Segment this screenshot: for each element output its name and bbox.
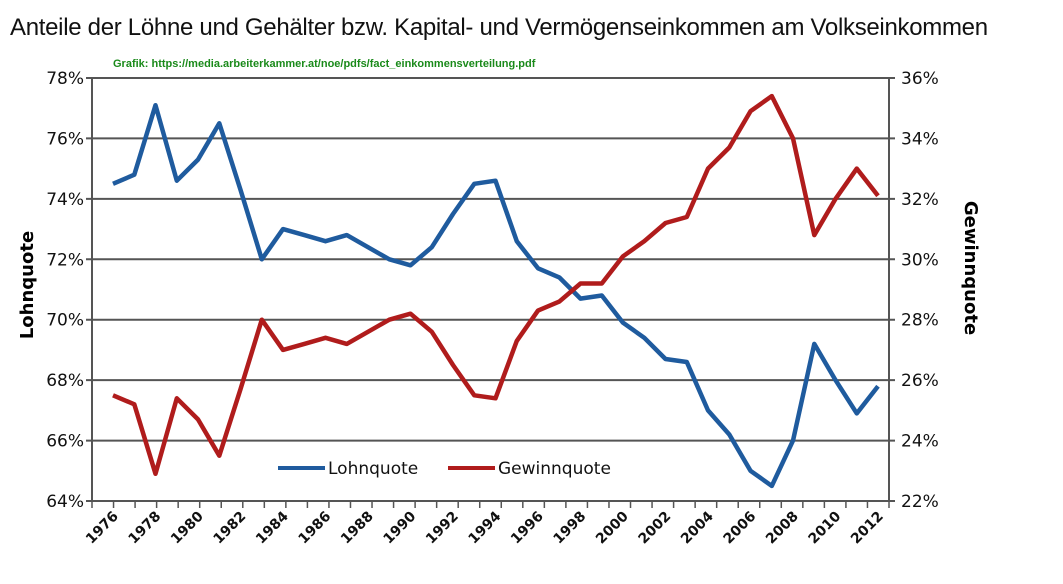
x-tick-label: 1996 xyxy=(508,509,547,548)
x-tick-label: 2008 xyxy=(763,509,802,548)
x-tick-label: 1998 xyxy=(550,509,589,548)
y-tick-right: 24% xyxy=(901,432,939,452)
y-tick-right: 30% xyxy=(901,250,939,270)
x-tick-label: 2002 xyxy=(635,509,674,548)
y-tick-left: 70% xyxy=(46,311,84,331)
x-tick-label: 1990 xyxy=(380,508,419,547)
y-tick-left: 76% xyxy=(46,129,84,149)
x-tick-label: 1976 xyxy=(83,509,122,548)
x-tick-label: 2004 xyxy=(678,508,717,547)
y-tick-left: 72% xyxy=(46,250,84,270)
x-tick-label: 1984 xyxy=(253,508,292,547)
y-tick-left: 64% xyxy=(46,492,84,512)
source-note: Grafik: https://media.arbeiterkammer.at/… xyxy=(113,58,536,70)
x-tick-label: 2006 xyxy=(720,509,759,548)
x-tick-label: 2012 xyxy=(848,509,887,548)
y-tick-right: 22% xyxy=(901,492,939,512)
legend-label-gewinnquote: Gewinnquote xyxy=(498,459,611,479)
x-tick-label: 1986 xyxy=(295,509,334,548)
y-tick-right: 28% xyxy=(901,311,939,331)
x-tick-label: 1992 xyxy=(423,509,462,548)
y-tick-right: 32% xyxy=(901,190,939,210)
x-tick-label: 1982 xyxy=(210,509,249,548)
legend-label-lohnquote: Lohnquote xyxy=(328,459,418,479)
y-tick-right: 34% xyxy=(901,129,939,149)
series-lines xyxy=(112,93,880,489)
y-tick-right: 36% xyxy=(901,69,939,89)
legend: Lohnquote Gewinnquote xyxy=(278,459,611,479)
y-axis-right-label: Gewinnquote xyxy=(960,201,981,335)
y-axis-left-label: Lohnquote xyxy=(17,231,38,339)
y-tick-left: 66% xyxy=(46,432,84,452)
y-tick-left: 78% xyxy=(46,69,84,89)
tick-labels: 64% 22% 66% 24% 68% 26% 70% 28% 72% 30% 74% 32% 76% 3… xyxy=(46,69,939,547)
y-tick-left: 74% xyxy=(46,190,84,210)
chart-title: Anteile der Löhne und Gehälter bzw. Kapi… xyxy=(10,14,988,41)
x-tick-label: 2000 xyxy=(593,508,632,547)
axes xyxy=(91,78,890,508)
x-tick-label: 1978 xyxy=(125,509,164,548)
x-tick-label: 1980 xyxy=(168,508,207,547)
x-tick-label: 2010 xyxy=(805,508,844,547)
y-tick-left: 68% xyxy=(46,371,84,391)
y-tick-right: 26% xyxy=(901,371,939,391)
x-tick-label: 1988 xyxy=(338,509,377,548)
x-tick-label: 1994 xyxy=(465,508,504,547)
